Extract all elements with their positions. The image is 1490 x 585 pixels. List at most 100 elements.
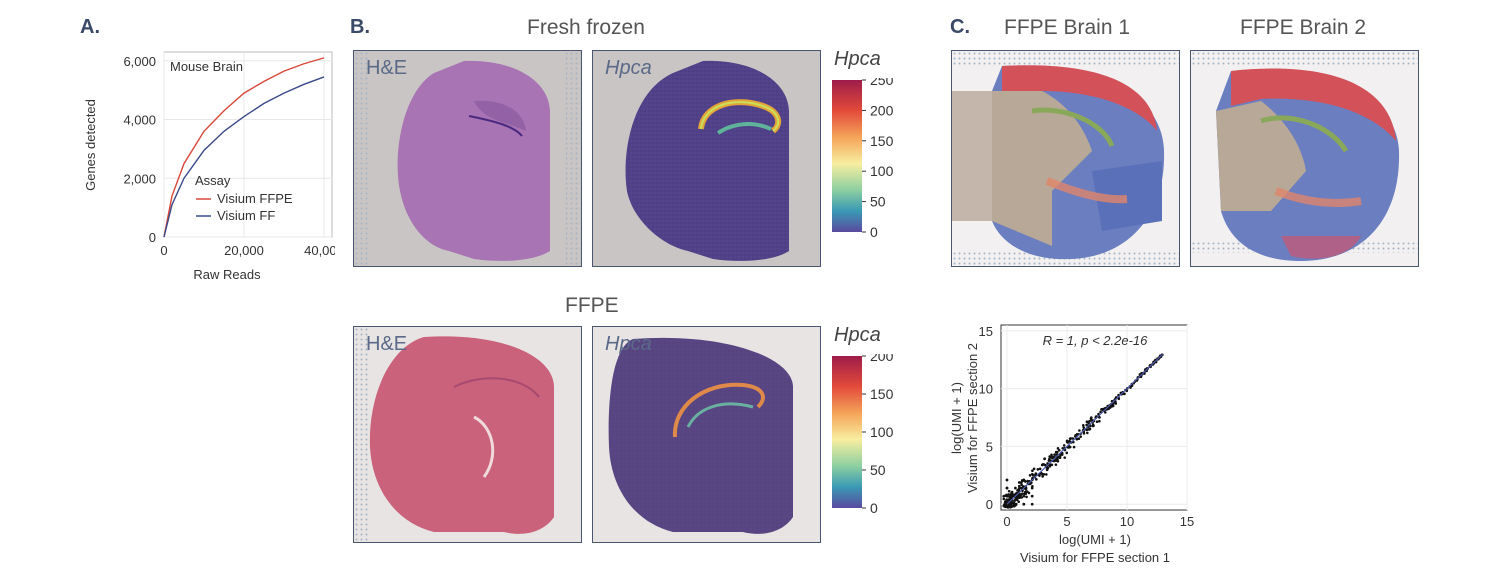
chart-c-ytick: 0 [986,497,993,512]
ffpe-brain1-title: FFPE Brain 1 [1004,16,1131,39]
fresh-he-tissue [354,51,581,266]
scatter-point [1014,502,1017,506]
chart-a-series-1 [163,76,325,238]
colorbar-tick-label: 150 [870,133,894,149]
scatter-point [1030,486,1034,490]
ffpe-title: FFPE [565,294,619,317]
chart-c-ytick: 10 [979,382,993,397]
scatter-point [1065,451,1069,455]
chart-c-points [1002,353,1164,509]
scatter-point [1081,424,1085,427]
chart-c-ylabel2: Visium for FFPE section 2 [965,343,980,493]
fresh-hpca-label: Hpca [605,57,652,79]
chart-c-annotation: R = 1, p < 2.2e-16 [1043,333,1149,348]
colorbar-tick-label: 0 [870,224,878,238]
scatter-point [1030,502,1034,506]
scatter-point [1005,498,1008,501]
scatter-point [1095,420,1099,423]
chart-c-ytick: 15 [979,324,993,339]
scatter-point [1062,444,1066,447]
chart-c-xtick: 5 [1063,514,1070,529]
scatter-point [1092,424,1095,428]
ffpe-hpca-image: Hpca [592,326,821,543]
scatter-point [1057,448,1061,452]
scatter-point [1004,505,1008,509]
scatter-point [1017,481,1021,484]
chart-a-legend-title: Assay [195,173,231,188]
chart-a-lines [163,57,325,238]
ffpe-brain2-title: FFPE Brain 2 [1240,16,1367,39]
scatter-point [1098,419,1101,423]
fresh-colorbar-gradient [832,80,862,232]
legend-ffpe-label: Visium FFPE [217,191,293,206]
scatter-point [1002,494,1005,498]
chart-a-ytick: 4,000 [123,113,156,128]
scatter-point [1043,457,1046,461]
colorbar-tick-label: 50 [870,462,886,478]
scatter-point [1020,483,1023,487]
scatter-point [1053,459,1056,462]
chart-c-xlabel: log(UMI + 1) [1059,532,1131,547]
chart-c-ylabel: log(UMI + 1) [949,382,964,454]
chart-a-title: Mouse Brain [170,59,243,74]
fresh-hpca-image: Hpca [592,50,821,267]
scatter-point [1032,467,1036,471]
scatter-point [1086,431,1089,435]
chart-a-xtick: 0 [160,243,167,258]
colorbar-tick-label: 200 [870,354,894,364]
scatter-point [1054,453,1057,456]
panel-b-letter: B. [350,16,370,38]
scatter-point [1007,504,1011,507]
scatter-point [1010,501,1014,505]
scatter-point [1040,472,1044,476]
scatter-point [1025,495,1028,499]
chart-a-series-0 [163,57,325,238]
panel-a-letter: A. [80,16,100,38]
scatter-point [1068,445,1072,449]
chart-a-xtick: 20,000 [224,243,264,258]
scatter-point [1045,473,1048,476]
scatter-point [1123,392,1126,396]
scatter-point [1027,491,1031,495]
scatter-point [1054,450,1058,454]
scatter-point [1069,437,1073,440]
scatter-point [1046,466,1050,470]
colorbar-tick-label: 100 [870,163,894,179]
colorbar-tick-label: 0 [870,500,878,514]
scatter-point [1038,474,1041,477]
scatter-point [1009,504,1013,508]
umi-scatter-chart: 00 5 5 10 10 15 15 R = 1, p < 2.2e-16 log(UMI … [949,324,1194,565]
chart-c-xlabel2: Visium for FFPE section 1 [1020,550,1170,565]
scatter-point [1085,420,1089,424]
scatter-point [1005,494,1009,498]
scatter-point [1024,480,1027,483]
scatter-point [1038,467,1042,471]
scatter-point [1005,486,1009,490]
scatter-point [1042,472,1046,476]
chart-a-plot-area [163,51,333,238]
scatter-point [1018,496,1022,499]
scatter-point [1061,446,1065,450]
scatter-point [1111,404,1115,408]
scatter-point [1071,437,1075,440]
ffpe-brain1-tissue [952,51,1179,266]
ffpe-he-tissue [354,327,554,542]
colorbar-tick-label: 200 [870,102,894,118]
fresh-he-image: H&E [353,50,582,267]
colorbar-tick-label: 250 [870,78,894,88]
scatter-point [1085,423,1088,427]
scatter-point [1031,473,1035,477]
panel-c-letter: C. [950,16,970,38]
scatter-point [1058,455,1062,458]
chart-c-grid [1001,325,1188,510]
scatter-point [1089,419,1093,422]
scatter-point [1020,481,1023,484]
fresh-frozen-title: Fresh frozen [527,16,645,39]
scatter-point [1021,492,1024,495]
scatter-point [1077,437,1081,441]
scatter-point [1010,495,1014,499]
ffpe-brain1-image [951,50,1180,267]
scatter-point [1050,453,1053,457]
chart-c-xtick: 10 [1120,514,1134,529]
scatter-point [1007,493,1011,496]
